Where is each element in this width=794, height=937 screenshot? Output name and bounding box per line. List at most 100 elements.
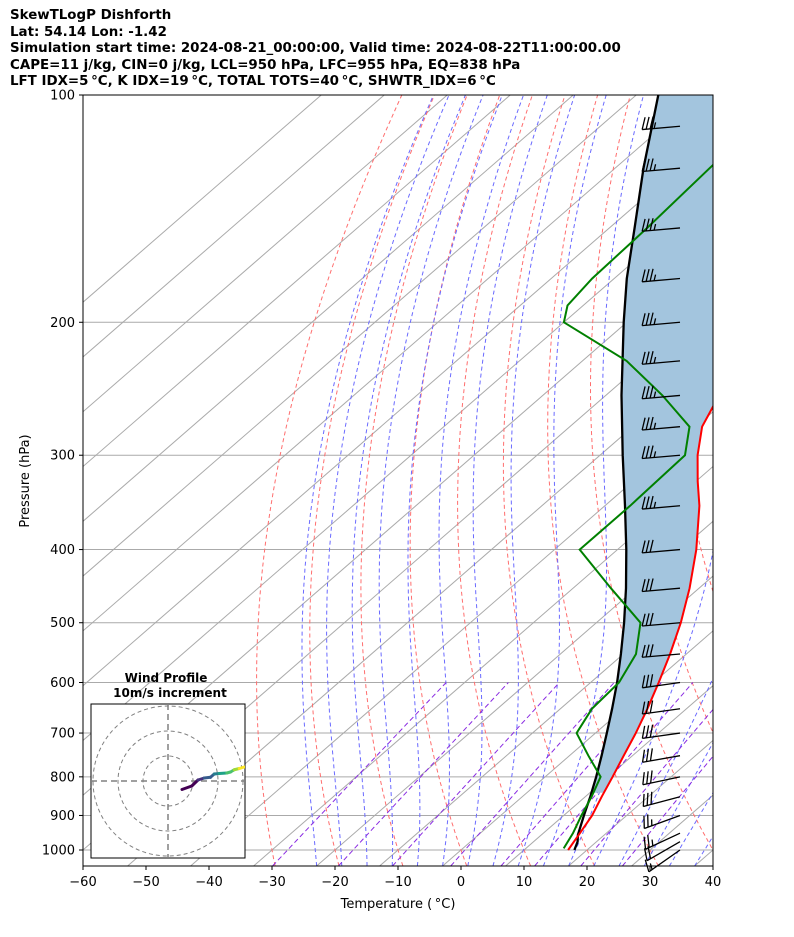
- wind-barb: [641, 578, 681, 593]
- isotherm: [83, 95, 385, 358]
- isotherm: [442, 630, 713, 866]
- moist-adiabat: [301, 95, 434, 866]
- dry-adiabat: [256, 95, 403, 866]
- y-axis-label: Pressure (hPa): [18, 434, 33, 527]
- axis-ticks: −60 −50 −40 −30 −20 −10 0 10 20 30 40 100 200 300 400 5…: [42, 89, 721, 891]
- y-tick-label: 800: [50, 770, 75, 785]
- y-tick-label: 400: [50, 543, 75, 558]
- barb-staff: [644, 814, 681, 830]
- wind-barb: [641, 116, 681, 131]
- barb-feather: [647, 834, 650, 848]
- x-tick-label: −60: [69, 875, 96, 890]
- barb-staff: [642, 277, 681, 283]
- x-axis-label: Temperature ( °C): [340, 897, 456, 912]
- hodograph-segment: [237, 765, 245, 770]
- barb-half-feather: [653, 391, 657, 398]
- barb-feather: [644, 859, 650, 872]
- y-tick-label: 300: [50, 449, 75, 464]
- hodograph-ring: [117, 730, 219, 832]
- dry-adiabat: [360, 95, 468, 866]
- barb-staff: [642, 587, 681, 593]
- wind-barb: [641, 612, 681, 627]
- barb-feather: [645, 269, 650, 282]
- barb-staff: [642, 505, 681, 510]
- y-tick-label: 1000: [42, 844, 75, 859]
- y-tick-label: 600: [50, 676, 75, 691]
- barb-feather: [645, 445, 650, 459]
- dry-adiabat: [309, 95, 435, 866]
- barb-feather: [649, 748, 653, 761]
- moist-adiabat: [542, 95, 644, 866]
- wind-barb: [641, 218, 681, 232]
- wind-barb: [641, 644, 681, 658]
- barb-staff: [642, 454, 681, 460]
- barb-staff: [642, 227, 681, 232]
- barb-staff: [643, 796, 681, 808]
- barb-half-feather: [649, 863, 653, 870]
- x-tick-label: 40: [705, 875, 722, 890]
- barb-feather: [649, 578, 654, 591]
- barb-staff: [642, 167, 681, 173]
- dry-adiabat: [409, 95, 501, 866]
- barb-feather: [641, 417, 646, 431]
- y-tick-label: 100: [50, 89, 75, 104]
- moist-adiabat: [407, 95, 503, 866]
- barb-feather: [642, 772, 645, 785]
- barb-feather: [645, 385, 650, 399]
- barb-staff: [642, 681, 681, 689]
- inset-title: Wind Profile: [125, 671, 208, 685]
- barb-feather: [641, 351, 646, 365]
- temperature-line: [567, 404, 713, 851]
- barb-feather: [649, 724, 654, 738]
- barb-feather: [649, 312, 654, 326]
- isotherm: [83, 95, 700, 632]
- mixing-ratio-line: [392, 682, 560, 866]
- wind-barb: [641, 724, 681, 739]
- wind-barbs: [641, 116, 681, 873]
- barb-half-feather: [653, 318, 657, 325]
- barb-staff: [642, 426, 681, 431]
- barb-feather: [641, 675, 646, 688]
- barb-half-feather: [653, 274, 657, 281]
- location-line: Lat: 54.14 Lon: -1.42: [10, 24, 167, 40]
- wind-barb: [641, 416, 681, 431]
- barb-feather: [650, 791, 653, 805]
- isotherm: [83, 95, 511, 468]
- index-line: LFT IDX=5 °C, K IDX=19 °C, TOTAL TOTS=40…: [10, 74, 496, 90]
- barb-feather: [645, 578, 650, 592]
- barb-feather: [649, 495, 654, 509]
- barb-feather: [641, 496, 646, 510]
- x-tick-label: −10: [384, 875, 411, 890]
- isotherm: [83, 95, 637, 577]
- isotherm: [83, 137, 713, 687]
- moist-adiabat: [351, 95, 466, 866]
- barb-feather: [649, 218, 654, 231]
- barb-feather: [641, 701, 646, 715]
- barb-staff: [646, 841, 681, 862]
- barb-feather: [649, 612, 654, 626]
- barb-feather: [641, 446, 646, 459]
- barb-feather: [645, 351, 650, 365]
- isotherm: [758, 95, 794, 866]
- barb-feather: [641, 613, 646, 627]
- barb-feather: [649, 158, 654, 171]
- barb-feather: [649, 644, 654, 657]
- time-line: Simulation start time: 2024-08-21_00:00:…: [10, 41, 621, 57]
- isotherm: [379, 575, 713, 866]
- x-tick-label: 20: [579, 875, 596, 890]
- wind-barb: [641, 539, 681, 554]
- barb-feather: [645, 218, 650, 232]
- barb-feather: [641, 269, 646, 282]
- barb-feather: [641, 218, 646, 232]
- barb-feather: [645, 312, 650, 326]
- isotherm: [83, 95, 448, 413]
- barb-feather: [645, 674, 650, 688]
- isotherm: [83, 95, 574, 522]
- barb-half-feather: [653, 122, 657, 129]
- barb-staff: [642, 708, 681, 715]
- wind-barb: [641, 268, 681, 283]
- y-tick-label: 700: [50, 727, 75, 742]
- barb-staff: [642, 321, 681, 327]
- barb-feather: [641, 313, 646, 326]
- wind-barb: [642, 791, 681, 808]
